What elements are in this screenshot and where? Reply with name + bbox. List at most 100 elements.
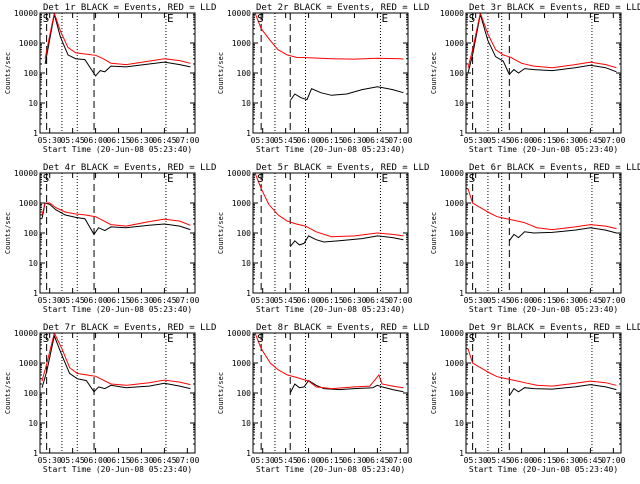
- x-tick-label: 06:30: [129, 136, 153, 145]
- x-axis-label: Start Time (20-Jun-08 05:23:40): [469, 305, 618, 314]
- marker-start: S: [469, 12, 476, 25]
- plot-frame: [39, 172, 196, 294]
- y-tick-label: 1000: [19, 199, 38, 208]
- marker-start: S: [469, 172, 476, 185]
- y-tick-label: 10000: [227, 329, 251, 338]
- x-tick-label: 06:30: [129, 296, 153, 305]
- x-tick-label: 07:00: [388, 456, 412, 465]
- y-tick-label: 10: [241, 99, 251, 108]
- series-lld-line: [254, 13, 404, 60]
- y-tick-label: 100: [24, 69, 39, 78]
- x-tick-label: 06:00: [297, 296, 321, 305]
- y-tick-label: 1000: [232, 199, 251, 208]
- y-tick-label: 10000: [440, 329, 464, 338]
- y-tick-label: 10000: [14, 169, 38, 178]
- y-tick-label: 1: [33, 289, 38, 298]
- series-events-line: [508, 384, 617, 397]
- panel-title: Det 2r BLACK = Events, RED = LLD: [256, 3, 429, 13]
- y-tick-label: 1000: [19, 359, 38, 368]
- y-tick-label: 1: [459, 129, 464, 138]
- x-tick-label: 05:45: [61, 296, 85, 305]
- y-tick-label: 1: [246, 129, 251, 138]
- x-tick-label: 06:00: [510, 296, 534, 305]
- y-axis-label: Counts/sec: [4, 212, 12, 254]
- y-tick-label: 10: [28, 259, 38, 268]
- y-tick-label: 10: [28, 99, 38, 108]
- y-axis-label: Counts/sec: [430, 212, 438, 254]
- x-tick-label: 05:30: [251, 456, 275, 465]
- x-tick-label: 06:00: [297, 136, 321, 145]
- marker-start: S: [43, 12, 50, 25]
- y-tick-label: 1000: [445, 39, 464, 48]
- y-tick-label: 100: [237, 69, 252, 78]
- x-tick-label: 05:30: [464, 136, 488, 145]
- x-tick-label: 07:00: [175, 456, 199, 465]
- marker-start: S: [257, 332, 264, 345]
- marker-start: S: [257, 172, 264, 185]
- y-tick-label: 1: [246, 449, 251, 458]
- x-tick-label: 06:00: [297, 456, 321, 465]
- marker-end: E: [381, 332, 388, 345]
- y-axis-label: Counts/sec: [217, 372, 225, 414]
- marker-end: E: [381, 172, 388, 185]
- x-tick-label: 05:30: [251, 136, 275, 145]
- y-tick-label: 1000: [19, 39, 38, 48]
- y-tick-label: 10: [454, 259, 464, 268]
- x-tick-label: 06:30: [342, 296, 366, 305]
- y-tick-label: 1: [459, 449, 464, 458]
- marker-end: E: [593, 172, 600, 185]
- x-tick-label: 06:15: [106, 456, 130, 465]
- y-tick-label: 1: [33, 449, 38, 458]
- y-tick-label: 1: [459, 289, 464, 298]
- series-events-line: [289, 235, 404, 248]
- x-tick-label: 05:45: [487, 456, 511, 465]
- x-tick-label: 05:45: [61, 136, 85, 145]
- x-tick-label: 06:45: [152, 296, 176, 305]
- plot-frame: [252, 332, 409, 454]
- x-tick-label: 06:30: [555, 296, 579, 305]
- x-tick-label: 05:45: [274, 456, 298, 465]
- marker-start: S: [257, 12, 264, 25]
- x-tick-label: 05:45: [487, 296, 511, 305]
- y-tick-label: 100: [450, 69, 465, 78]
- x-tick-label: 05:30: [38, 456, 62, 465]
- series-events-line: [44, 14, 191, 77]
- series-events-line: [41, 202, 191, 236]
- x-tick-label: 06:00: [510, 136, 534, 145]
- x-tick-label: 05:30: [464, 296, 488, 305]
- y-tick-label: 10: [454, 419, 464, 428]
- x-tick-label: 06:45: [365, 296, 389, 305]
- x-tick-label: 06:30: [342, 456, 366, 465]
- panel-title: Det 8r BLACK = Events, RED = LLD: [256, 323, 429, 333]
- y-axis-label: Counts/sec: [430, 52, 438, 94]
- series-lld-line: [254, 173, 404, 238]
- x-tick-label: 06:15: [319, 136, 343, 145]
- y-tick-label: 10: [28, 419, 38, 428]
- y-tick-label: 10: [241, 259, 251, 268]
- y-tick-label: 10000: [14, 9, 38, 18]
- y-tick-label: 1000: [445, 199, 464, 208]
- x-tick-label: 06:15: [532, 296, 556, 305]
- x-tick-label: 06:00: [84, 456, 108, 465]
- series-events-line: [289, 379, 404, 394]
- y-axis-label: Counts/sec: [430, 372, 438, 414]
- series-lld-line: [44, 13, 191, 66]
- y-axis-label: Counts/sec: [217, 212, 225, 254]
- x-tick-label: 06:45: [578, 456, 602, 465]
- x-tick-label: 05:45: [487, 136, 511, 145]
- y-tick-label: 1: [33, 129, 38, 138]
- x-tick-label: 07:00: [388, 296, 412, 305]
- y-tick-label: 100: [450, 389, 465, 398]
- x-tick-label: 06:45: [578, 296, 602, 305]
- x-tick-label: 06:15: [319, 296, 343, 305]
- y-tick-label: 10000: [440, 9, 464, 18]
- series-lld-line: [467, 188, 617, 231]
- series-events-line: [508, 227, 617, 242]
- marker-end: E: [167, 172, 174, 185]
